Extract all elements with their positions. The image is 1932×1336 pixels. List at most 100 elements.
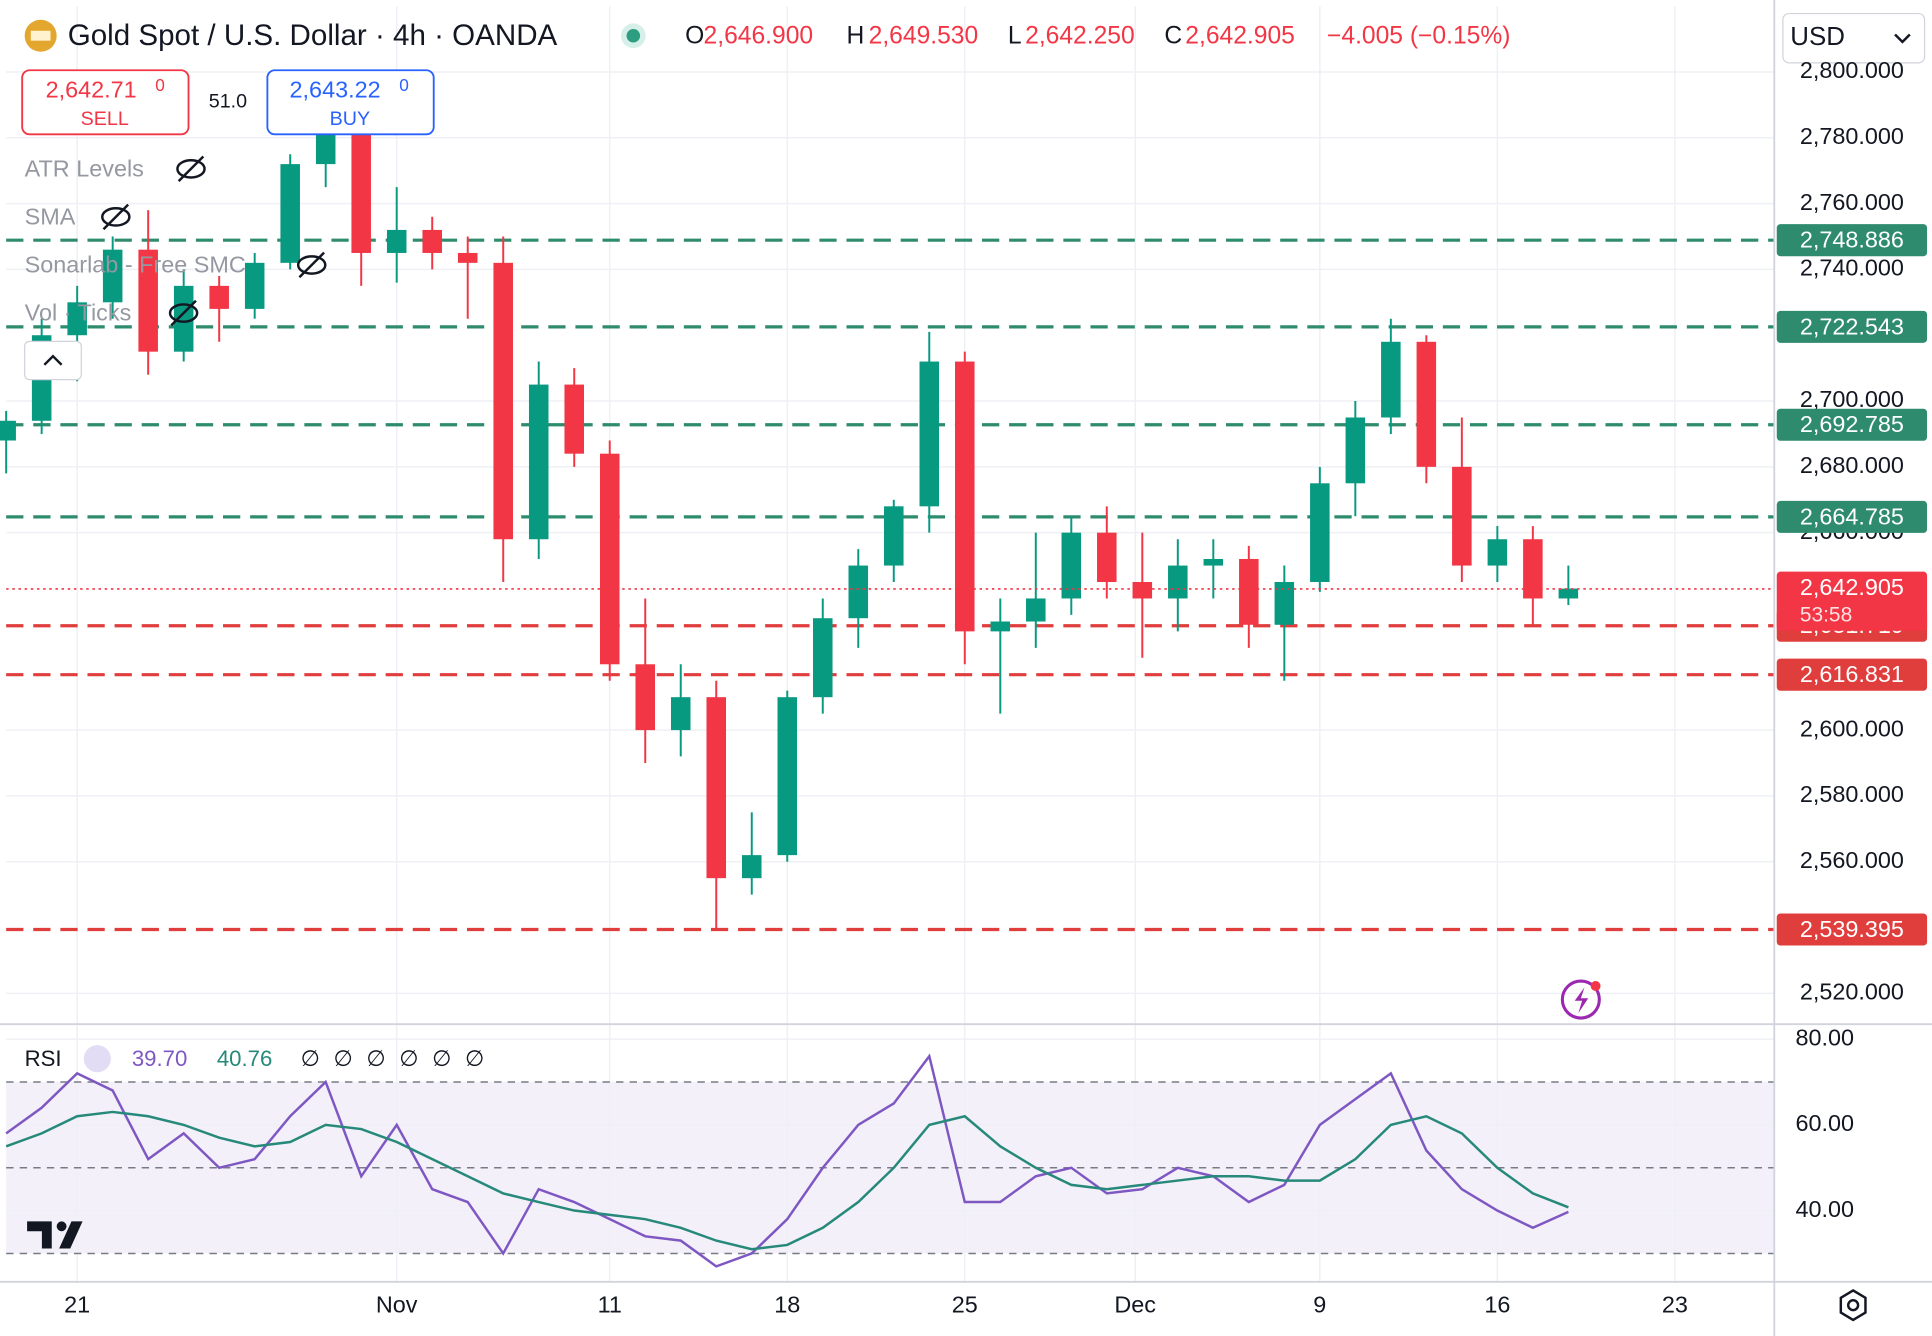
y-tick-label: 2,740.000 (1800, 255, 1904, 281)
buy-pip: 0 (399, 75, 409, 95)
rsi-title[interactable]: RSI (25, 1046, 62, 1071)
candle-body (848, 565, 869, 619)
x-tick-label: Nov (376, 1292, 418, 1318)
indicator-name[interactable]: Sonarlab - Free SMC (25, 251, 246, 277)
level-label: 2,748.886 (1800, 227, 1904, 253)
candle-body (138, 249, 158, 352)
candle-body (1381, 341, 1401, 418)
level-label: 2,539.395 (1800, 916, 1904, 942)
candle-body (813, 618, 833, 698)
candle-body (422, 229, 442, 253)
ohlc-value: 2,646.900 (704, 22, 814, 49)
buy-button[interactable] (266, 69, 435, 136)
level-badge (1776, 310, 1928, 343)
candle-body (528, 384, 549, 540)
candle-body (209, 285, 229, 309)
symbol-logo-bar (30, 30, 51, 41)
countdown: 53:58 (1800, 604, 1852, 627)
buy-label: BUY (330, 108, 371, 130)
y-tick-label: 2,760.000 (1800, 189, 1904, 215)
price-change: −4.005 (−0.15%) (1327, 22, 1510, 49)
level-badge (1776, 500, 1928, 533)
candle-body (990, 621, 1011, 632)
eye-icon[interactable] (296, 255, 327, 275)
candle-body (599, 453, 620, 665)
alert-bolt (1574, 987, 1589, 1014)
ohlc-value: 2,642.905 (1185, 22, 1295, 49)
tv-logo (27, 1221, 83, 1249)
sell-button[interactable] (21, 69, 190, 136)
x-tick-label: 25 (952, 1292, 978, 1318)
eye-slash (177, 155, 205, 183)
y-tick-label: 2,520.000 (1800, 979, 1904, 1005)
rsi-inputs: ∅ ∅ ∅ ∅ ∅ ∅ (301, 1046, 485, 1071)
candle-body (244, 262, 265, 309)
candle-body (919, 361, 940, 507)
candle-body (1203, 558, 1224, 566)
collapse-button[interactable] (24, 340, 82, 381)
candle-body (1097, 532, 1117, 583)
candle-body (1487, 539, 1508, 566)
spread: 51.0 (209, 90, 247, 112)
candle-body (635, 664, 656, 731)
candle-body (1416, 341, 1437, 467)
plot-area (0, 6, 1775, 1282)
currency: USD (1790, 23, 1845, 51)
indicator-name[interactable]: SMA (25, 203, 76, 229)
candle-body (1168, 565, 1188, 599)
chevron (1894, 33, 1911, 44)
sell-pip: 0 (155, 75, 165, 95)
level-label: 2,722.543 (1800, 313, 1904, 339)
alert-dot (1590, 981, 1601, 991)
candle-body (670, 697, 691, 731)
eye-slash (102, 203, 130, 231)
alert-icon[interactable] (1560, 979, 1601, 1020)
eye-icon[interactable] (101, 207, 131, 227)
rsi-value: 39.70 (132, 1046, 187, 1071)
level-badge (1776, 408, 1928, 441)
rsi-tick-label: 60.00 (1796, 1110, 1855, 1136)
y-tick-label: 2,680.000 (1800, 452, 1904, 478)
indicator-name[interactable]: Vol · Ticks (25, 299, 132, 325)
symbol-title[interactable]: Gold Spot / U.S. Dollar · 4h · OANDA (68, 19, 558, 52)
ohlc-key: L (1008, 22, 1022, 49)
y-tick-label: 2,800.000 (1800, 57, 1904, 83)
level-label: 2,664.785 (1800, 503, 1904, 529)
x-tick-label: Dec (1114, 1292, 1156, 1318)
indicator-name[interactable]: ATR Levels (25, 155, 144, 181)
x-tick-label: 9 (1313, 1292, 1326, 1318)
x-tick-label: 18 (774, 1292, 800, 1318)
eye-icon[interactable] (176, 158, 206, 179)
level-label: 2,616.831 (1800, 661, 1904, 687)
settings-icon-center (1846, 1299, 1860, 1312)
x-tick-label: 16 (1484, 1292, 1510, 1318)
candle-body (884, 506, 904, 566)
candle-body (102, 249, 123, 303)
candle-body (777, 697, 798, 856)
eye-icon[interactable] (168, 303, 199, 323)
ohlc-key: C (1164, 22, 1182, 49)
candle-body (741, 855, 762, 879)
candle-body (493, 262, 513, 540)
rsi-icon (83, 1045, 111, 1073)
currency-select[interactable] (1782, 12, 1926, 64)
ohlc-value: 2,649.530 (869, 22, 979, 49)
candle-body (564, 384, 584, 454)
candle-body (67, 302, 87, 336)
candle-body (1523, 539, 1543, 599)
settings-icon[interactable] (1839, 1288, 1867, 1322)
level-badge (1776, 224, 1928, 257)
last-price-badge (1776, 571, 1928, 631)
rsi-line (5, 1110, 1569, 1251)
tv-logo-dot (56, 1221, 67, 1232)
y-tick-label: 2,780.000 (1800, 123, 1904, 149)
ohlc-key: O (685, 22, 704, 49)
candle-body (386, 229, 407, 253)
eye-slash (298, 251, 325, 279)
candle-body (1132, 582, 1153, 599)
market-status[interactable] (626, 28, 641, 43)
y-tick-label: 2,700.000 (1800, 386, 1904, 412)
candle-body (173, 285, 194, 352)
